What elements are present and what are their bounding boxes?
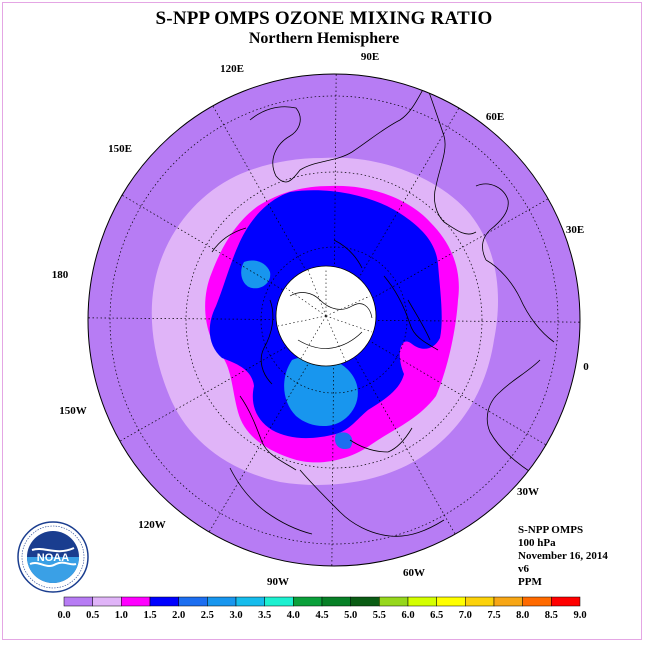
colorbar-tick-label: 3.0 (229, 610, 242, 621)
colorbar-tick-label: 2.0 (172, 610, 185, 621)
info-pressure: 100 hPa (518, 537, 556, 549)
colorbar-tick-label: 0.5 (86, 610, 99, 621)
region-vortex-core-west (241, 260, 271, 289)
colorbar-swatch (379, 596, 409, 607)
map-title: S-NPP OMPS OZONE MIXING RATIO (155, 8, 493, 29)
colorbar-tick-label: 8.0 (516, 610, 529, 621)
colorbar-swatch (178, 596, 208, 607)
longitude-label-150w: 150W (59, 405, 87, 417)
colorbar-tick-label: 4.0 (287, 610, 300, 621)
colorbar-tick-label: 1.5 (143, 610, 156, 621)
cap-meridians (277, 268, 373, 363)
info-date: November 16, 2014 (518, 550, 608, 562)
colorbar-swatch (522, 596, 552, 607)
colorbar-swatch (235, 596, 265, 607)
colorbar-swatch (465, 596, 495, 607)
arctic-coastline (289, 292, 373, 349)
colorbar-tick-label: 2.5 (201, 610, 214, 621)
parallels (109, 95, 559, 545)
longitude-label-120e: 120E (220, 63, 244, 75)
colorbar-swatch (63, 596, 93, 607)
colorbar-tick-label: 5.5 (373, 610, 386, 621)
colorbar-tick-labels: 0.0 0.5 1.0 1.5 2.0 2.5 3.0 3.5 4.0 4.5 5.0 5.5 6.0 6… (57, 610, 586, 621)
colorbar-tick-label: 6.5 (430, 610, 443, 621)
longitude-label-0: 0 (583, 361, 589, 373)
colorbar-swatch (407, 596, 437, 607)
info-version: v6 (518, 563, 529, 575)
longitude-label-90w: 90W (267, 576, 289, 588)
longitude-label-60w: 60W (403, 567, 425, 579)
info-instrument: S-NPP OMPS (518, 524, 584, 536)
colorbar-swatch (321, 596, 351, 607)
longitude-label-180: 180 (52, 269, 69, 281)
longitude-label-60e: 60E (486, 111, 504, 123)
longitude-labels: 90E 60E 30E 0 30W 60W 90W 120W 150W 180 150E 120E (52, 51, 590, 588)
colorbar-swatch (493, 596, 523, 607)
longitude-label-30e: 30E (566, 224, 584, 236)
longitude-label-90e: 90E (361, 51, 379, 63)
longitude-label-30w: 30W (517, 486, 539, 498)
noaa-logo-text: NOAA (37, 552, 69, 564)
colorbar-swatch (350, 596, 380, 607)
colorbar-tick-label: 5.0 (344, 610, 357, 621)
map-boundary (87, 73, 581, 567)
colorbar-swatch (551, 596, 581, 607)
longitude-label-150e: 150E (108, 143, 132, 155)
colorbar-swatch (264, 596, 294, 607)
colorbar-tick-label: 8.5 (545, 610, 558, 621)
colorbar-swatch (149, 596, 179, 607)
colorbar-tick-label: 7.0 (459, 610, 472, 621)
info-block: S-NPP OMPS 100 hPa November 16, 2014 v6 … (518, 524, 608, 589)
colorbar-swatch (92, 596, 122, 607)
figure-frame (2, 2, 642, 640)
colorbar-swatch (293, 596, 323, 607)
coastlines (211, 83, 555, 537)
colorbar-tick-label: 6.0 (401, 610, 414, 621)
colorbar-tick-label: 7.5 (487, 610, 500, 621)
info-units: PPM (518, 576, 542, 588)
noaa-logo: NOAA (17, 521, 89, 593)
map-subtitle: Northern Hemisphere (248, 30, 400, 47)
colorbar-tick-label: 1.0 (115, 610, 128, 621)
colorbar-swatch (207, 596, 237, 607)
colorbar-swatch (121, 596, 151, 607)
longitude-label-120w: 120W (138, 519, 166, 531)
colorbar-tick-label: 0.0 (57, 610, 70, 621)
colorbar-tick-label: 3.5 (258, 610, 271, 621)
region-vortex-core-wedge (334, 432, 353, 450)
colorbar-tick-label: 4.5 (315, 610, 328, 621)
colorbar-swatches (63, 596, 581, 607)
colorbar-tick-label: 9.0 (573, 610, 586, 621)
region-vortex-core (284, 356, 358, 427)
colorbar-swatch (436, 596, 466, 607)
